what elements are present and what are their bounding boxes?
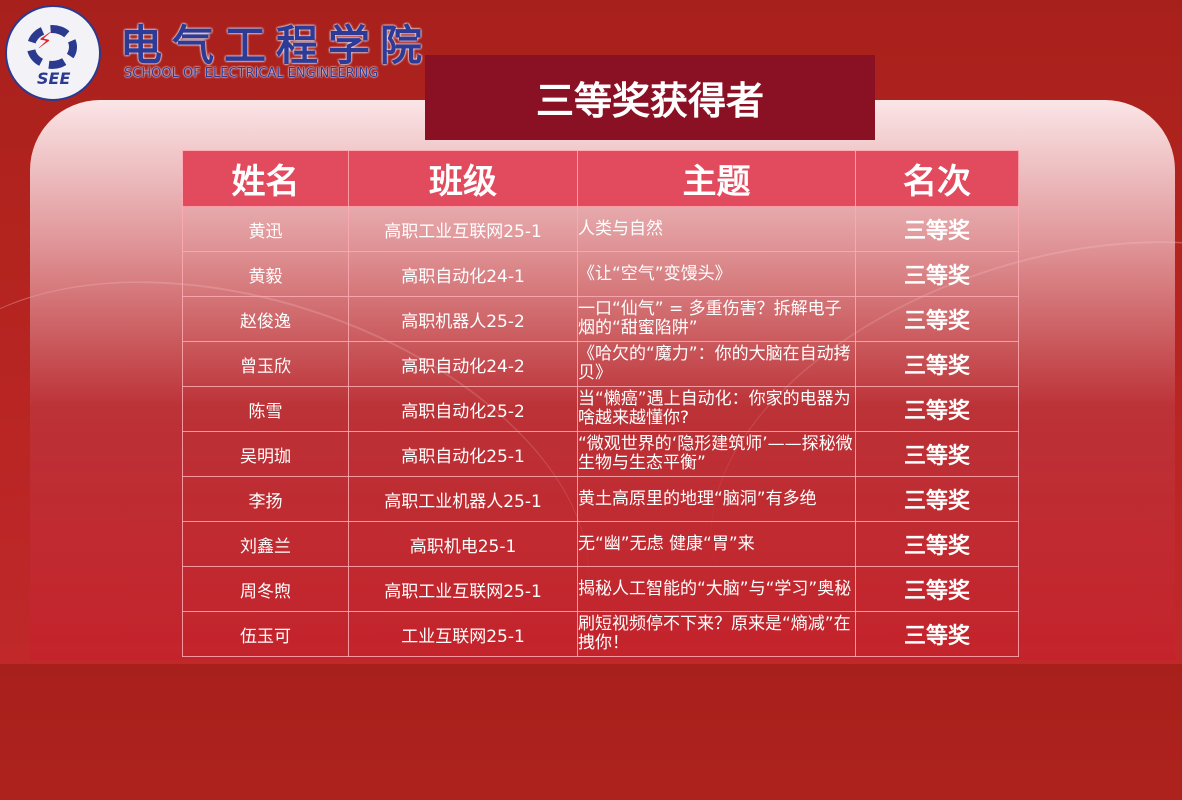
cell-class: 工业互联网25-1: [348, 611, 578, 657]
gear-icon: [27, 25, 77, 69]
cell-topic: 人类与自然: [577, 206, 856, 252]
cell-name: 刘鑫兰: [182, 521, 349, 567]
cell-topic: 无“幽”无虑 健康“胃”来: [577, 521, 856, 567]
cell-topic: 《让“空气”变馒头》: [577, 251, 856, 297]
cell-class: 高职工业机器人25-1: [348, 476, 578, 522]
table-row: 刘鑫兰 高职机电25-1 无“幽”无虑 健康“胃”来 三等奖: [182, 521, 1019, 567]
column-header-name: 姓名: [182, 150, 349, 207]
cell-rank: 三等奖: [855, 206, 1019, 252]
cell-topic: 刷短视频停不下来？原来是“熵减”在拽你！: [577, 611, 856, 657]
cell-name: 黄迅: [182, 206, 349, 252]
lightning-icon: ⚡: [37, 29, 53, 54]
cell-name: 陈雪: [182, 386, 349, 432]
cell-topic: 揭秘人工智能的“大脑”与“学习”奥秘: [577, 566, 856, 612]
cell-class: 高职工业互联网25-1: [348, 206, 578, 252]
cell-name: 黄毅: [182, 251, 349, 297]
cell-name: 伍玉可: [182, 611, 349, 657]
page-title: 三等奖获得者: [425, 55, 875, 140]
cell-topic: “微观世界的‘隐形建筑师’——探秘微生物与生态平衡”: [577, 431, 856, 477]
school-name-cn: 电气工程学院: [120, 21, 433, 70]
table-row: 曾玉欣 高职自动化24-2 《哈欠的“魔力”：你的大脑在自动拷贝》 三等奖: [182, 341, 1019, 387]
cell-class: 高职自动化25-2: [348, 386, 578, 432]
cell-rank: 三等奖: [855, 341, 1019, 387]
table-row: 赵俊逸 高职机器人25-2 一口“仙气” = 多重伤害？拆解电子烟的“甜蜜陷阱” 三…: [182, 296, 1019, 342]
table-row: 吴明珈 高职自动化25-1 “微观世界的‘隐形建筑师’——探秘微生物与生态平衡” 三…: [182, 431, 1019, 477]
cell-rank: 三等奖: [855, 431, 1019, 477]
cell-topic: 《哈欠的“魔力”：你的大脑在自动拷贝》: [577, 341, 856, 387]
cell-rank: 三等奖: [855, 296, 1019, 342]
table-header-row: 姓名 班级 主题 名次: [182, 150, 1019, 207]
cell-class: 高职自动化24-1: [348, 251, 578, 297]
table-row: 李扬 高职工业机器人25-1 黄土高原里的地理“脑洞”有多绝 三等奖: [182, 476, 1019, 522]
cell-topic: 黄土高原里的地理“脑洞”有多绝: [577, 476, 856, 522]
cell-class: 高职工业互联网25-1: [348, 566, 578, 612]
cell-class: 高职机电25-1: [348, 521, 578, 567]
table-row: 黄毅 高职自动化24-1 《让“空气”变馒头》 三等奖: [182, 251, 1019, 297]
logo-text: SEE: [37, 69, 71, 88]
cell-rank: 三等奖: [855, 611, 1019, 657]
cell-class: 高职自动化24-2: [348, 341, 578, 387]
cell-topic: 当“懒癌”遇上自动化：你家的电器为啥越来越懂你?: [577, 386, 856, 432]
column-header-rank: 名次: [855, 150, 1019, 207]
cell-name: 周冬煦: [182, 566, 349, 612]
cell-rank: 三等奖: [855, 251, 1019, 297]
cell-rank: 三等奖: [855, 521, 1019, 567]
school-logo: ⚡ SEE: [5, 5, 101, 101]
cell-name: 吴明珈: [182, 431, 349, 477]
cell-name: 李扬: [182, 476, 349, 522]
cell-rank: 三等奖: [855, 566, 1019, 612]
cell-name: 曾玉欣: [182, 341, 349, 387]
cell-class: 高职机器人25-2: [348, 296, 578, 342]
winners-table: 姓名 班级 主题 名次 黄迅 高职工业互联网25-1 人类与自然 三等奖 黄毅 高职自动化…: [182, 150, 1019, 657]
cell-name: 赵俊逸: [182, 296, 349, 342]
table-row: 黄迅 高职工业互联网25-1 人类与自然 三等奖: [182, 206, 1019, 252]
cell-class: 高职自动化25-1: [348, 431, 578, 477]
column-header-class: 班级: [348, 150, 578, 207]
table-row: 陈雪 高职自动化25-2 当“懒癌”遇上自动化：你家的电器为啥越来越懂你? 三等奖: [182, 386, 1019, 432]
cell-rank: 三等奖: [855, 476, 1019, 522]
school-name-en: SCHOOL OF ELECTRICAL ENGINEERING: [124, 66, 379, 81]
table-row: 周冬煦 高职工业互联网25-1 揭秘人工智能的“大脑”与“学习”奥秘 三等奖: [182, 566, 1019, 612]
cell-topic: 一口“仙气” = 多重伤害？拆解电子烟的“甜蜜陷阱”: [577, 296, 856, 342]
table-row: 伍玉可 工业互联网25-1 刷短视频停不下来？原来是“熵减”在拽你！ 三等奖: [182, 611, 1019, 657]
cell-rank: 三等奖: [855, 386, 1019, 432]
column-header-topic: 主题: [577, 150, 856, 207]
